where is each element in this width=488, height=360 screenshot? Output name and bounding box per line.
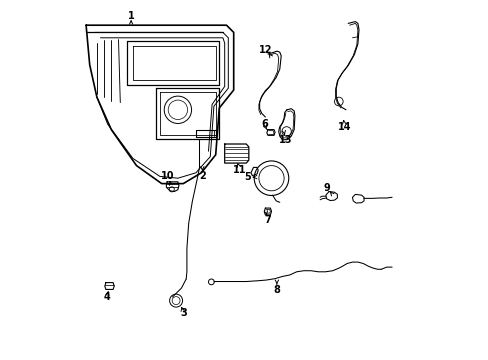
Text: 10: 10 (161, 171, 175, 181)
Text: 13: 13 (279, 135, 292, 145)
Text: 11: 11 (233, 165, 246, 175)
Text: 8: 8 (273, 285, 280, 295)
Text: 4: 4 (103, 292, 110, 302)
Text: 2: 2 (199, 171, 205, 181)
Text: 14: 14 (337, 122, 350, 132)
Text: 9: 9 (323, 183, 329, 193)
Text: 6: 6 (261, 119, 267, 129)
Text: 3: 3 (180, 308, 186, 318)
Text: 5: 5 (244, 172, 251, 182)
Text: 12: 12 (259, 45, 272, 55)
Text: 7: 7 (264, 215, 271, 225)
Text: 1: 1 (127, 11, 134, 21)
